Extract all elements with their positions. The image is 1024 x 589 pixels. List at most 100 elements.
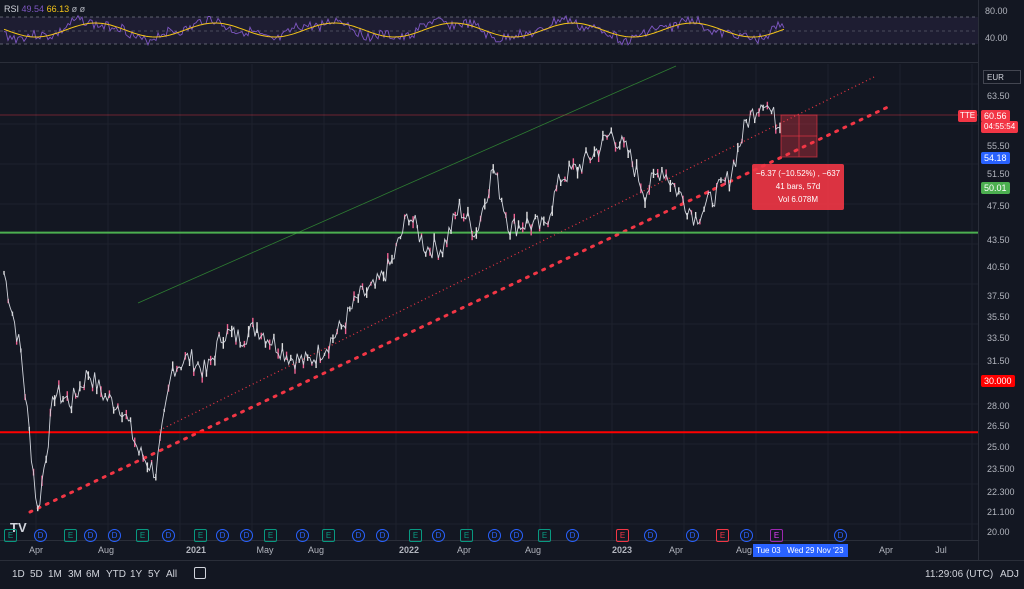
dividend-marker[interactable]: D: [488, 529, 501, 542]
range-button-ytd[interactable]: YTD: [106, 569, 126, 580]
date-range-icon[interactable]: [194, 567, 206, 579]
red-level-tag: 30.000: [981, 375, 1015, 387]
measure-line-3: Vol 6.078M: [777, 195, 819, 204]
earnings-marker[interactable]: E: [409, 529, 422, 542]
rsi-legend: RSI 49.54 66.13 ø ø: [4, 4, 85, 14]
clock-readout[interactable]: 11:29:06 (UTC): [925, 569, 994, 580]
range-button-5y[interactable]: 5Y: [148, 569, 161, 580]
dividend-marker[interactable]: D: [108, 529, 121, 542]
dividend-marker[interactable]: D: [296, 529, 309, 542]
range-button-1m[interactable]: 1M: [48, 569, 62, 580]
adj-toggle[interactable]: ADJ: [1000, 569, 1019, 580]
earnings-marker[interactable]: E: [322, 529, 335, 542]
currency-button[interactable]: EUR: [983, 70, 1021, 84]
earnings-marker[interactable]: E: [64, 529, 77, 542]
price-chart: [0, 64, 978, 540]
earnings-marker[interactable]: E: [264, 529, 277, 542]
earnings-marker[interactable]: E: [4, 529, 17, 542]
earnings-marker[interactable]: E: [716, 529, 729, 542]
dividend-marker[interactable]: D: [216, 529, 229, 542]
rsi-pane[interactable]: RSI 49.54 66.13 ø ø: [0, 0, 978, 63]
earnings-marker[interactable]: E: [194, 529, 207, 542]
time-axis-label: Apr: [28, 545, 44, 555]
price-axis-label: 37.50: [987, 291, 1010, 301]
price-axis[interactable]: 80.00 40.00 EUR 63.50 55.50 51.50 47.50 43.5…: [978, 0, 1024, 560]
rsi-value-2: 66.13: [46, 4, 70, 14]
bottom-toolbar: 1D 5D 1M 3M 6M YTD 1Y 5Y All 11:29:06 (UTC) ADJ: [0, 560, 1024, 589]
measure-line-2: 41 bars, 57d: [775, 182, 821, 191]
rsi-value-1: 49.54: [21, 4, 45, 14]
time-axis-label: Aug: [524, 545, 542, 555]
channel-upper-line: [137, 65, 677, 304]
time-axis-label: Jul: [935, 545, 947, 555]
dividend-marker[interactable]: D: [566, 529, 579, 542]
rsi-axis-40: 40.00: [985, 33, 1008, 43]
dividend-marker[interactable]: D: [352, 529, 365, 542]
measure-tooltip: −6.37 (−10.52%) , −637 41 bars, 57d Vol …: [752, 164, 844, 210]
earnings-marker[interactable]: E: [136, 529, 149, 542]
price-axis-label: 43.50: [987, 235, 1010, 245]
price-axis-label: 21.100: [987, 507, 1015, 517]
price-axis-label: 63.50: [987, 91, 1010, 101]
time-axis-label: Apr: [878, 545, 894, 555]
price-axis-label: 22.300: [987, 487, 1015, 497]
time-axis-label: 2023: [611, 545, 633, 555]
dividend-marker[interactable]: D: [644, 529, 657, 542]
earnings-marker[interactable]: E: [770, 529, 783, 542]
tradingview-logo: TV: [10, 520, 27, 535]
time-tag-end: Wed 29 Nov '23: [783, 544, 848, 557]
rsi-label: RSI: [4, 4, 20, 14]
time-tag-start: Tue 03 Oct '23: [753, 544, 787, 557]
price-axis-label: 20.00: [987, 527, 1010, 537]
time-axis-label: 2022: [398, 545, 420, 555]
dividend-marker[interactable]: D: [510, 529, 523, 542]
range-low-tag: 54.18: [981, 152, 1010, 164]
rsi-ma-line: [3, 22, 785, 38]
time-axis-label: May: [256, 545, 274, 555]
price-axis-label: 31.50: [987, 356, 1010, 366]
countdown-tag: 04:55:54: [981, 121, 1019, 133]
price-axis-label: 55.50: [987, 141, 1010, 151]
dividend-marker[interactable]: D: [834, 529, 847, 542]
earnings-marker[interactable]: E: [460, 529, 473, 542]
trendline-upper: [155, 75, 877, 433]
range-button-all[interactable]: All: [166, 569, 178, 580]
earnings-marker[interactable]: E: [616, 529, 629, 542]
measure-line-1: −6.37 (−10.52%) , −637: [755, 169, 841, 178]
rsi-plot: [0, 14, 978, 47]
time-axis-label: Apr: [668, 545, 684, 555]
symbol-tag: TTE: [958, 110, 978, 122]
range-button-5d[interactable]: 5D: [30, 569, 43, 580]
dividend-marker[interactable]: D: [376, 529, 389, 542]
dividend-marker[interactable]: D: [162, 529, 175, 542]
time-axis-label: Aug: [97, 545, 115, 555]
range-button-1d[interactable]: 1D: [12, 569, 25, 580]
time-axis-label: 2021: [185, 545, 207, 555]
dividend-marker[interactable]: D: [84, 529, 97, 542]
range-button-1y[interactable]: 1Y: [130, 569, 143, 580]
price-chart-pane[interactable]: −6.37 (−10.52%) , −637 41 bars, 57d Vol …: [0, 64, 978, 540]
time-axis-label: Apr: [456, 545, 472, 555]
rsi-line: [3, 14, 785, 47]
dividend-marker[interactable]: D: [686, 529, 699, 542]
price-axis-label: 23.500: [987, 464, 1015, 474]
dividend-marker[interactable]: D: [34, 529, 47, 542]
price-axis-label: 25.00: [987, 442, 1010, 452]
time-axis-label: Aug: [307, 545, 325, 555]
last-price-tag: 60.56: [981, 110, 1010, 122]
time-axis[interactable]: Apr Aug 2021 May Aug 2022 Apr Aug 2023 Apr Aug Apr J…: [0, 540, 978, 561]
dividend-marker[interactable]: D: [432, 529, 445, 542]
dividend-marker[interactable]: D: [740, 529, 753, 542]
earnings-marker[interactable]: E: [538, 529, 551, 542]
rsi-glyphs: ø ø: [71, 4, 86, 14]
range-button-3m[interactable]: 3M: [68, 569, 82, 580]
dividend-marker[interactable]: D: [240, 529, 253, 542]
range-button-6m[interactable]: 6M: [86, 569, 100, 580]
rsi-band: [0, 17, 978, 44]
time-axis-label: Aug: [735, 545, 753, 555]
price-axis-label: 35.50: [987, 312, 1010, 322]
green-level-tag: 50.01: [981, 182, 1010, 194]
price-series-line: [3, 103, 781, 510]
price-axis-label: 51.50: [987, 169, 1010, 179]
price-axis-label: 33.50: [987, 333, 1010, 343]
